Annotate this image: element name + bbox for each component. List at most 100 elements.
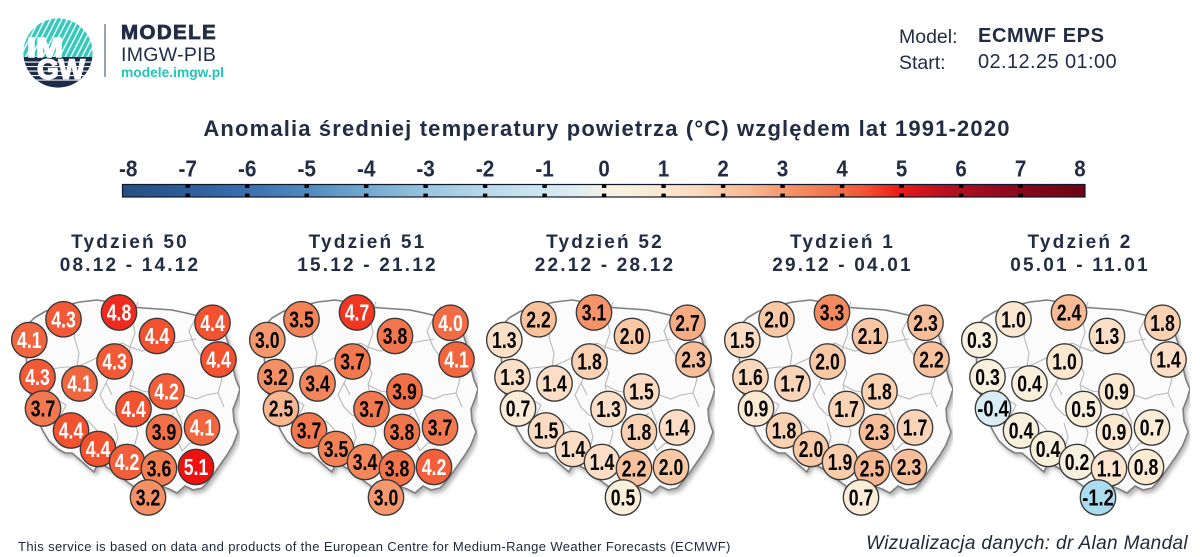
svg-text:3.9: 3.9 <box>392 379 417 405</box>
svg-text:4.1: 4.1 <box>190 415 215 441</box>
svg-text:2.3: 2.3 <box>681 347 706 373</box>
svg-text:3.2: 3.2 <box>136 485 161 511</box>
svg-text:-8: -8 <box>119 156 138 182</box>
svg-text:0.7: 0.7 <box>506 396 531 422</box>
svg-text:1: 1 <box>658 156 670 182</box>
svg-text:1.7: 1.7 <box>780 371 805 397</box>
svg-text:3.9: 3.9 <box>152 419 177 445</box>
svg-text:4.1: 4.1 <box>67 371 92 397</box>
svg-text:2.5: 2.5 <box>859 456 884 482</box>
svg-text:3.2: 3.2 <box>263 364 288 390</box>
svg-text:2.3: 2.3 <box>896 454 921 480</box>
svg-text:1.4: 1.4 <box>1156 347 1181 373</box>
svg-text:1.8: 1.8 <box>627 419 652 445</box>
svg-text:4.0: 4.0 <box>438 310 463 336</box>
svg-text:4.4: 4.4 <box>86 436 111 462</box>
svg-text:4.1: 4.1 <box>444 347 469 373</box>
svg-text:3.8: 3.8 <box>384 456 409 482</box>
svg-text:0.7: 0.7 <box>1140 415 1165 441</box>
svg-text:0.4: 0.4 <box>1009 418 1034 444</box>
svg-text:4.2: 4.2 <box>115 449 140 475</box>
svg-text:1.8: 1.8 <box>577 349 602 375</box>
svg-text:4.4: 4.4 <box>145 323 170 349</box>
svg-text:1.7: 1.7 <box>834 396 859 422</box>
svg-text:-1: -1 <box>535 156 554 182</box>
svg-text:3.7: 3.7 <box>296 418 321 444</box>
svg-text:-5: -5 <box>297 156 316 182</box>
svg-text:2.2: 2.2 <box>526 306 551 332</box>
svg-text:7: 7 <box>1015 156 1026 182</box>
svg-text:3.7: 3.7 <box>359 396 384 422</box>
svg-text:3.4: 3.4 <box>352 449 377 475</box>
svg-text:2.1: 2.1 <box>857 323 882 349</box>
svg-text:4.4: 4.4 <box>206 347 231 373</box>
svg-text:1.3: 1.3 <box>492 327 517 353</box>
svg-text:4.8: 4.8 <box>107 300 132 326</box>
svg-text:4.4: 4.4 <box>59 418 84 444</box>
svg-text:3.6: 3.6 <box>147 456 172 482</box>
svg-text:0.5: 0.5 <box>611 485 636 511</box>
svg-text:1.0: 1.0 <box>1001 306 1026 332</box>
svg-text:1.9: 1.9 <box>827 449 852 475</box>
svg-text:4.4: 4.4 <box>200 310 225 336</box>
svg-text:1.6: 1.6 <box>738 364 763 390</box>
svg-text:-7: -7 <box>178 156 197 182</box>
svg-text:1.5: 1.5 <box>534 418 559 444</box>
svg-text:3.4: 3.4 <box>305 371 330 397</box>
svg-text:1.3: 1.3 <box>1095 323 1120 349</box>
svg-text:-2: -2 <box>476 156 495 182</box>
svg-text:2.0: 2.0 <box>798 436 823 462</box>
svg-text:4.4: 4.4 <box>121 396 146 422</box>
svg-text:1.5: 1.5 <box>629 379 654 405</box>
svg-text:4.2: 4.2 <box>421 454 446 480</box>
svg-text:0.9: 0.9 <box>1104 379 1129 405</box>
svg-text:2.0: 2.0 <box>815 349 840 375</box>
svg-text:2.7: 2.7 <box>675 310 700 336</box>
svg-text:3: 3 <box>777 156 788 182</box>
svg-text:1.1: 1.1 <box>1097 456 1122 482</box>
svg-text:-4: -4 <box>357 156 376 182</box>
svg-text:1.4: 1.4 <box>561 436 586 462</box>
svg-text:8: 8 <box>1074 156 1086 182</box>
svg-text:1.7: 1.7 <box>902 415 927 441</box>
svg-text:2.3: 2.3 <box>913 310 938 336</box>
svg-text:0.4: 0.4 <box>1036 436 1061 462</box>
svg-text:3.5: 3.5 <box>289 306 314 332</box>
svg-text:5: 5 <box>896 156 908 182</box>
svg-text:2.0: 2.0 <box>764 306 789 332</box>
svg-text:3.5: 3.5 <box>323 436 348 462</box>
svg-text:0.7: 0.7 <box>848 485 873 511</box>
svg-text:3.7: 3.7 <box>31 396 56 422</box>
svg-text:-3: -3 <box>416 156 435 182</box>
svg-text:1.5: 1.5 <box>730 327 755 353</box>
svg-text:0: 0 <box>598 156 609 182</box>
svg-text:2.4: 2.4 <box>1057 300 1082 326</box>
svg-text:IM: IM <box>27 32 63 63</box>
svg-text:2.2: 2.2 <box>919 347 944 373</box>
svg-text:4.1: 4.1 <box>17 327 42 353</box>
svg-text:3.8: 3.8 <box>382 323 407 349</box>
svg-text:-6: -6 <box>238 156 257 182</box>
svg-text:3.7: 3.7 <box>340 349 365 375</box>
svg-text:2.3: 2.3 <box>864 419 889 445</box>
svg-text:0.9: 0.9 <box>743 396 768 422</box>
svg-text:0.9: 0.9 <box>1102 419 1127 445</box>
svg-text:1.8: 1.8 <box>867 379 892 405</box>
svg-text:2.0: 2.0 <box>659 454 684 480</box>
svg-text:GW: GW <box>37 54 86 85</box>
svg-text:3.1: 3.1 <box>582 300 607 326</box>
svg-text:4.3: 4.3 <box>25 364 50 390</box>
svg-text:6: 6 <box>955 156 966 182</box>
svg-text:1.8: 1.8 <box>771 418 796 444</box>
svg-text:0.8: 0.8 <box>1134 454 1159 480</box>
svg-text:4.7: 4.7 <box>344 300 369 326</box>
svg-text:1.3: 1.3 <box>500 364 525 390</box>
svg-text:2.5: 2.5 <box>268 396 293 422</box>
svg-text:3.0: 3.0 <box>373 485 398 511</box>
svg-text:0.5: 0.5 <box>1071 396 1096 422</box>
svg-text:3.3: 3.3 <box>819 300 844 326</box>
svg-text:3.8: 3.8 <box>389 419 414 445</box>
svg-text:0.3: 0.3 <box>975 364 1000 390</box>
svg-text:2.0: 2.0 <box>620 323 645 349</box>
svg-text:1.8: 1.8 <box>1150 310 1175 336</box>
